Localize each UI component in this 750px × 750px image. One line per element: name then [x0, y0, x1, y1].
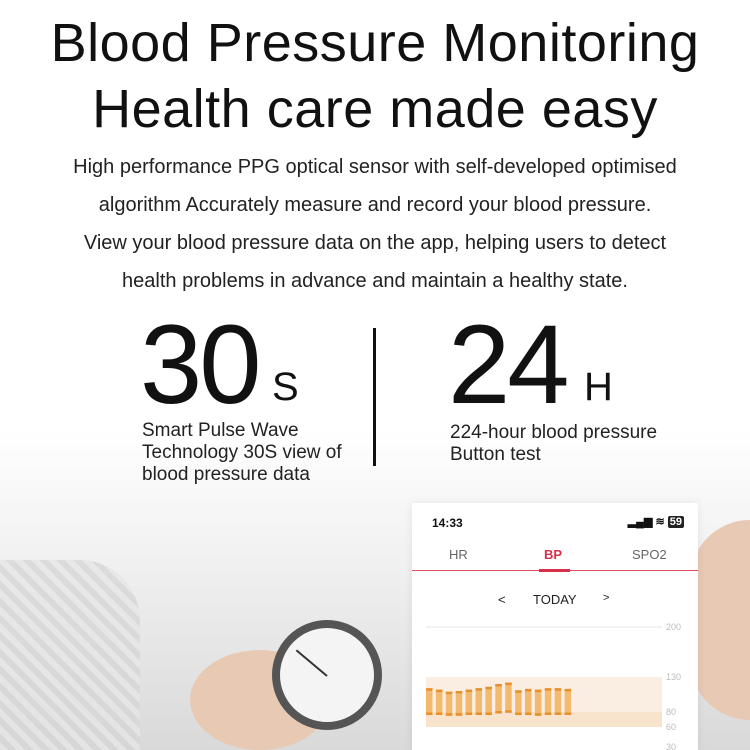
bp-bar [435, 689, 443, 715]
systolic-cap [445, 691, 453, 695]
diastolic-cap [534, 713, 542, 716]
diastolic-cap [455, 713, 463, 716]
stat-caption-24h: 224-hour blood pressure Button test [450, 422, 657, 466]
status-icons: ▂▄▆ ≋ 59 [628, 515, 684, 528]
diastolic-cap [554, 712, 562, 715]
bp-bar [485, 686, 492, 715]
tab-hr[interactable]: HR [449, 547, 468, 562]
stat-value-30: 30 [140, 302, 262, 427]
caption-line: 224-hour blood pressure [450, 422, 658, 443]
bp-bar [445, 691, 453, 716]
y-tick-label: 30 [666, 742, 676, 750]
bp-bar [475, 688, 482, 715]
bp-bar [505, 682, 512, 713]
sleeve [0, 560, 140, 750]
phone-app-screen: 14:33 ▂▄▆ ≋ 59 HR BP SPO2 < TODAY > 200 1… [412, 503, 698, 750]
sphygmomanometer-gauge [272, 620, 382, 730]
systolic-cap [455, 691, 463, 694]
diastolic-cap [445, 713, 453, 716]
diastolic-cap [515, 712, 522, 715]
headline-line2: Health care made easy [92, 79, 658, 139]
normal-band [426, 677, 662, 712]
caption-line: Button test [450, 444, 541, 465]
low-band [426, 712, 662, 727]
systolic-cap [515, 690, 522, 693]
headline-line1: Blood Pressure Monitoring [50, 13, 700, 73]
systolic-cap [525, 688, 532, 692]
systolic-cap [544, 688, 552, 691]
systolic-cap [505, 682, 512, 686]
stat-value-24: 24 [448, 302, 570, 427]
caption-line: Technology 30S view of [142, 442, 342, 463]
y-tick-label: 200 [666, 622, 681, 632]
systolic-cap [475, 688, 482, 691]
bp-bar [455, 691, 463, 716]
stat-unit-s: S [272, 365, 299, 409]
description: High performance PPG optical sensor with… [20, 148, 730, 300]
y-tick-label: 130 [666, 672, 681, 682]
wifi-icon: ≋ [655, 516, 665, 528]
tab-spo2[interactable]: SPO2 [632, 547, 667, 562]
systolic-cap [465, 689, 473, 693]
bp-bar [534, 689, 542, 716]
diastolic-cap [465, 712, 473, 715]
hand [690, 520, 750, 720]
diastolic-cap [505, 710, 512, 713]
systolic-cap [564, 688, 572, 692]
bp-bar [554, 688, 562, 715]
y-tick-label: 60 [666, 722, 676, 732]
diastolic-cap [485, 712, 492, 715]
tab-bp[interactable]: BP [544, 547, 563, 562]
diastolic-cap [435, 712, 443, 715]
systolic-cap [485, 686, 492, 690]
diastolic-cap [544, 712, 552, 715]
caption-line: blood pressure data [142, 464, 310, 485]
gauge-needle [295, 649, 328, 677]
bp-bar [495, 684, 502, 714]
systolic-cap [495, 684, 502, 687]
description-line: algorithm Accurately measure and record … [98, 194, 652, 216]
bp-bar [465, 689, 473, 715]
description-line: View your blood pressure data on the app… [83, 232, 667, 254]
bp-bar [564, 688, 572, 715]
active-tab-indicator [539, 569, 570, 572]
prev-day-button[interactable]: < [498, 592, 506, 607]
systolic-cap [426, 688, 433, 691]
systolic-cap [435, 689, 443, 693]
bp-chart: 200 130 80 60 30 [426, 622, 681, 750]
bp-bar [426, 688, 433, 715]
status-time: 14:33 [432, 516, 463, 530]
next-day-button[interactable]: > [603, 592, 610, 604]
diastolic-cap [426, 712, 433, 715]
signal-icon: ▂▄▆ [627, 516, 653, 528]
caption-line: Smart Pulse Wave [142, 420, 299, 441]
stat-unit-h: H [584, 365, 613, 409]
y-tick-label: 80 [666, 707, 676, 717]
systolic-cap [534, 689, 542, 693]
description-line: High performance PPG optical sensor with… [73, 156, 677, 178]
bp-bar [515, 690, 522, 715]
battery-icon: 59 [667, 516, 684, 528]
date-label: TODAY [533, 592, 577, 607]
stat-caption-30s: Smart Pulse Wave Technology 30S view of bl… [142, 420, 342, 486]
diastolic-cap [525, 712, 532, 715]
divider [373, 328, 376, 466]
diastolic-cap [564, 712, 572, 715]
bp-bar [544, 688, 552, 715]
bp-bar [525, 688, 532, 715]
description-line: health problems in advance and maintain … [122, 270, 628, 292]
systolic-cap [554, 688, 562, 691]
diastolic-cap [475, 712, 482, 715]
diastolic-cap [495, 711, 502, 714]
